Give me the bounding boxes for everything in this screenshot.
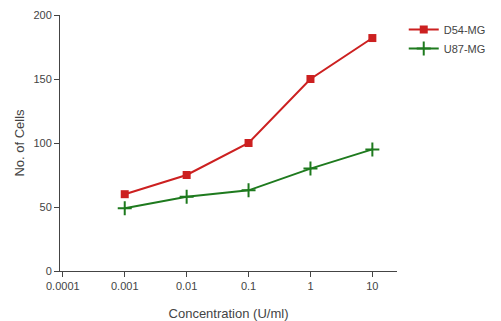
svg-text:0: 0 <box>46 265 52 277</box>
svg-text:No. of Cells: No. of Cells <box>12 109 27 177</box>
svg-text:100: 100 <box>33 137 51 149</box>
svg-text:0.0001: 0.0001 <box>46 280 80 292</box>
svg-text:0.001: 0.001 <box>111 280 139 292</box>
svg-text:0.1: 0.1 <box>241 280 256 292</box>
svg-text:1: 1 <box>307 280 313 292</box>
svg-text:Concentration (U/ml): Concentration (U/ml) <box>169 306 289 321</box>
svg-text:U87-MG: U87-MG <box>444 43 486 55</box>
svg-text:D54-MG: D54-MG <box>444 24 486 36</box>
svg-text:0.01: 0.01 <box>176 280 197 292</box>
svg-text:10: 10 <box>366 280 378 292</box>
svg-text:50: 50 <box>40 201 52 213</box>
svg-text:200: 200 <box>33 9 51 21</box>
svg-text:150: 150 <box>33 73 51 85</box>
